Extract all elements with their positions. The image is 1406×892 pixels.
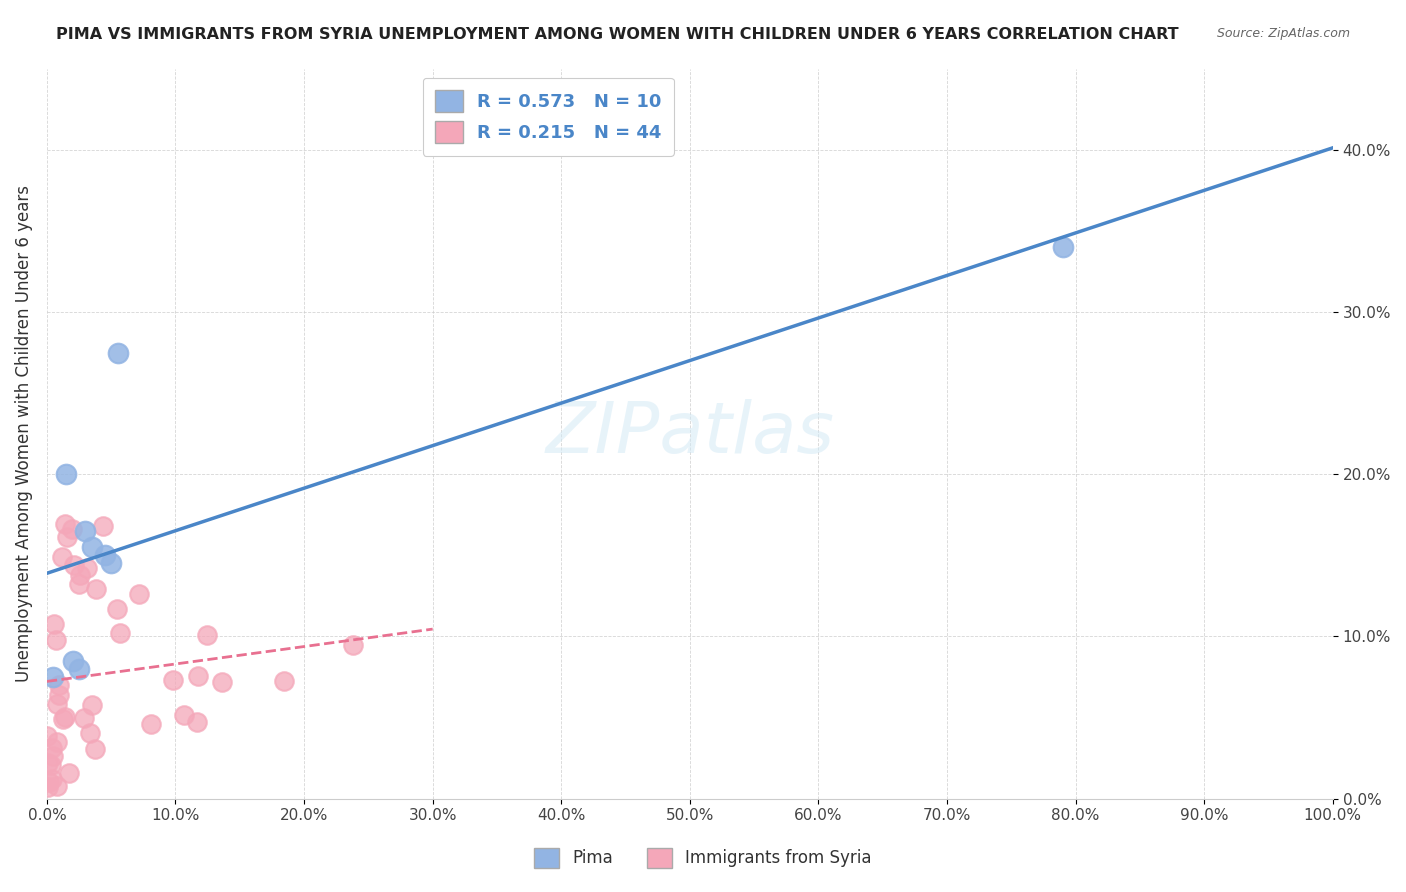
Legend: R = 0.573   N = 10, R = 0.215   N = 44: R = 0.573 N = 10, R = 0.215 N = 44 [423, 78, 673, 156]
Text: Source: ZipAtlas.com: Source: ZipAtlas.com [1216, 27, 1350, 40]
Point [37, 756, 59, 771]
Point [80, 540, 103, 554]
Point [173, 708, 195, 723]
Point [186, 714, 208, 729]
Point [45, 779, 67, 793]
Point [53, 709, 76, 723]
Point [46, 734, 69, 748]
Legend: Pima, Immigrants from Syria: Pima, Immigrants from Syria [527, 841, 879, 875]
Point [37, 780, 59, 794]
Point [107, 345, 129, 359]
Y-axis label: Unemployment Among Women with Children Under 6 years: Unemployment Among Women with Children U… [15, 186, 32, 682]
Point [42, 670, 65, 684]
Point [60, 523, 83, 537]
Point [139, 716, 162, 731]
Point [76, 561, 98, 575]
Point [84, 582, 107, 597]
Point [63, 558, 86, 572]
Point [100, 557, 122, 571]
Point [91, 519, 114, 533]
Point [41, 741, 63, 756]
Point [94, 549, 117, 563]
Point [84, 741, 107, 756]
Point [162, 673, 184, 688]
Point [41, 772, 63, 786]
Point [105, 601, 128, 615]
Point [48, 678, 70, 692]
Point [128, 587, 150, 601]
Point [108, 625, 131, 640]
Point [82, 698, 104, 712]
Point [273, 673, 295, 688]
Point [1052, 240, 1074, 254]
Point [53, 517, 76, 532]
Point [42, 748, 65, 763]
Point [39, 758, 62, 772]
Point [69, 567, 91, 582]
Point [37, 729, 59, 743]
Point [48, 688, 70, 702]
Point [38, 775, 60, 789]
Point [67, 662, 90, 676]
Point [62, 654, 84, 668]
Point [42, 617, 65, 632]
Point [58, 765, 80, 780]
Point [52, 713, 75, 727]
Point [79, 726, 101, 740]
Point [56, 530, 79, 544]
Point [75, 524, 97, 538]
Point [67, 577, 90, 591]
Point [211, 675, 233, 690]
Point [45, 633, 67, 648]
Point [51, 549, 73, 564]
Point [187, 668, 209, 682]
Text: ZIPatlas: ZIPatlas [546, 399, 834, 468]
Text: PIMA VS IMMIGRANTS FROM SYRIA UNEMPLOYMENT AMONG WOMEN WITH CHILDREN UNDER 6 YEA: PIMA VS IMMIGRANTS FROM SYRIA UNEMPLOYME… [56, 27, 1178, 42]
Point [45, 697, 67, 711]
Point [195, 628, 218, 642]
Point [55, 467, 77, 482]
Point [342, 638, 364, 652]
Point [73, 711, 96, 725]
